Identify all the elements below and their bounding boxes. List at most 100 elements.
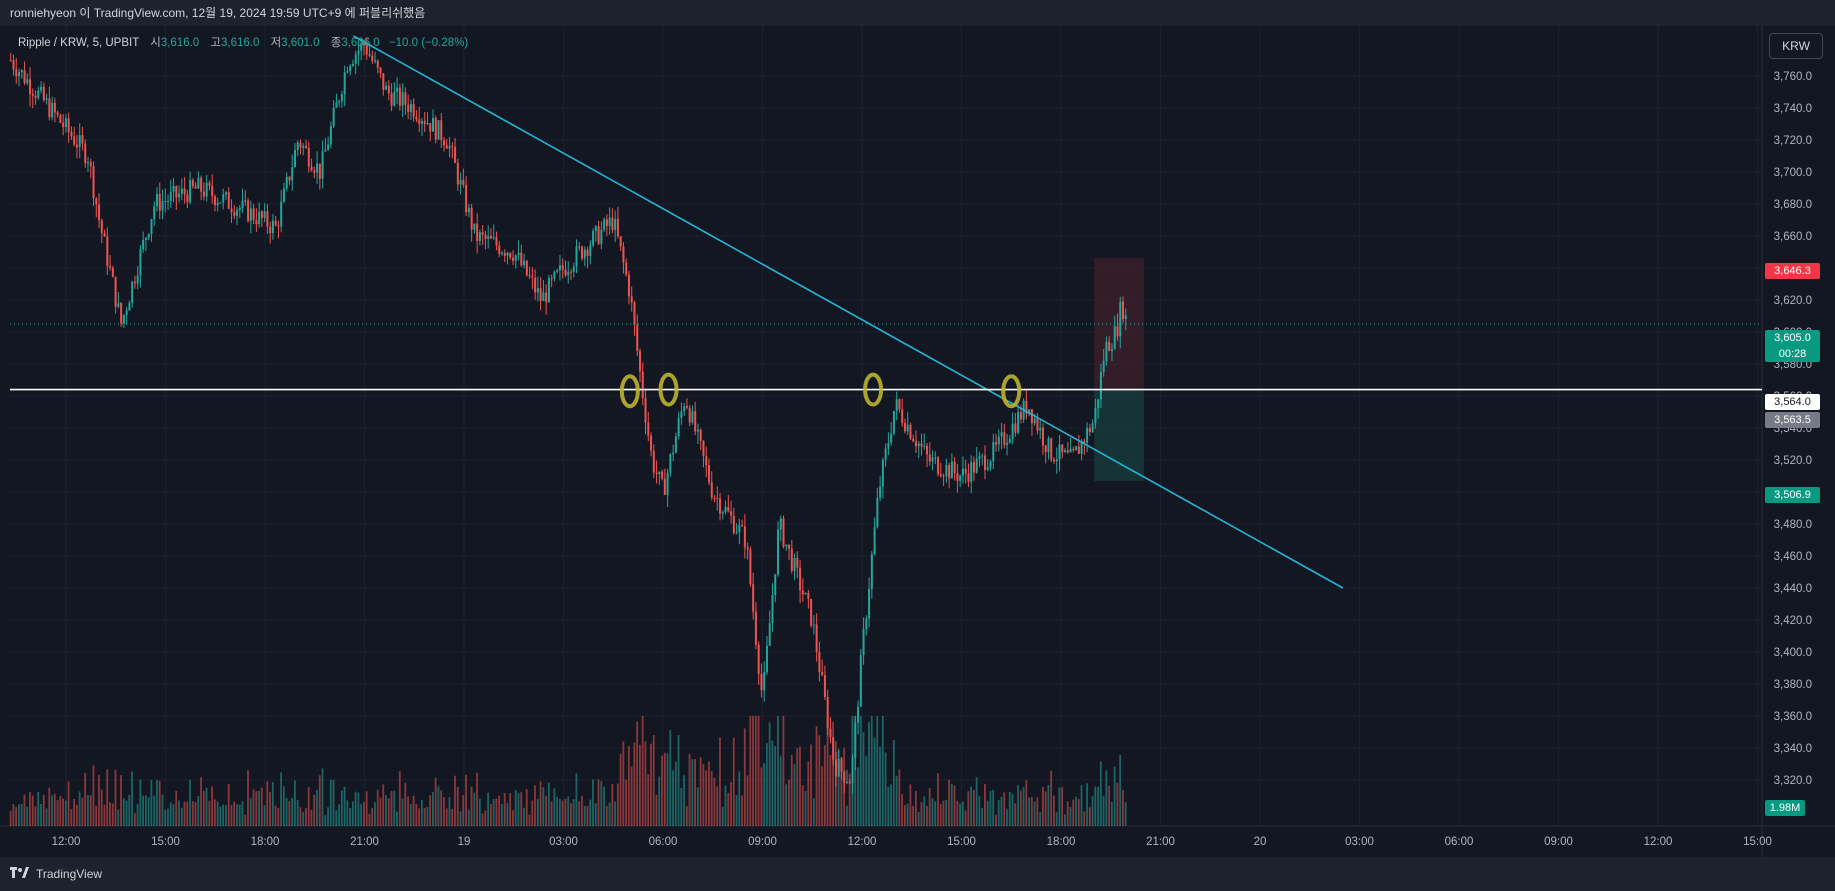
candle-body: [550, 278, 553, 280]
volume-bar: [437, 786, 440, 826]
candle-body: [680, 411, 683, 419]
volume-bar: [233, 801, 236, 826]
candle-body: [158, 193, 161, 211]
volume-bar: [741, 795, 743, 826]
volume-bar: [970, 786, 973, 826]
candle-body: [183, 188, 186, 195]
candle-body: [202, 191, 205, 197]
candle-body: [1116, 326, 1119, 337]
symbol-name[interactable]: Ripple / KRW, 5, UPBIT: [18, 37, 140, 49]
candle-body: [462, 180, 465, 185]
candle-body: [249, 208, 252, 222]
candle-body: [972, 462, 975, 473]
volume-bar: [100, 789, 103, 826]
candle-body: [663, 478, 666, 495]
candle-body: [967, 473, 970, 482]
price-chart[interactable]: 3,760.0 3,740.0 3,720.0 3,700.0 3,680.0 3,660…: [0, 26, 1835, 857]
currency-button[interactable]: KRW: [1769, 33, 1823, 59]
volume-bar: [1047, 785, 1050, 826]
volume-bar: [23, 794, 26, 826]
volume-bar: [456, 786, 459, 826]
candle-body: [644, 398, 647, 423]
volume-bar: [735, 795, 738, 826]
candle-body: [768, 623, 771, 646]
volume-bar: [826, 716, 829, 826]
volume-bar: [12, 804, 15, 826]
volume-bar: [1033, 801, 1036, 826]
candle-body: [451, 146, 454, 148]
volume-bar: [153, 795, 156, 826]
candle-body: [484, 234, 487, 239]
price-tick-label: 3,680.0: [1774, 199, 1812, 211]
volume-bar: [379, 797, 382, 826]
candle-body: [75, 144, 78, 148]
candle-body: [332, 107, 335, 127]
candle-body: [434, 117, 437, 140]
candle-body: [1019, 412, 1022, 420]
candle-body: [266, 211, 269, 227]
drawings[interactable]: [10, 35, 1762, 589]
candle-body: [702, 440, 705, 456]
price-tick-label: 3,480.0: [1774, 519, 1812, 531]
volume-bar: [848, 773, 851, 826]
volume-bar: [754, 716, 757, 826]
price-tick-label: 3,380.0: [1774, 679, 1812, 691]
candle-body: [167, 200, 170, 202]
candle-body: [774, 574, 777, 595]
volume-bar: [619, 753, 622, 826]
volume-bar: [294, 780, 296, 826]
candle-body: [934, 457, 937, 459]
candle-body: [288, 176, 291, 181]
candle-body: [1041, 427, 1044, 446]
candle-body: [763, 672, 766, 691]
time-axis[interactable]: 12:00 15:00 18:00 21:00 19 03:00 06:00 09:00 12:…: [52, 836, 1772, 848]
volume-tag: 1.98M: [1765, 800, 1805, 816]
volume-bar: [205, 787, 208, 826]
candle-body: [18, 72, 21, 77]
candle-body: [652, 450, 655, 473]
candle-body: [732, 515, 735, 534]
volume-bar: [581, 796, 583, 826]
candle-body: [556, 270, 559, 272]
price-tick-label: 3,520.0: [1774, 455, 1812, 467]
candle-body: [385, 85, 388, 90]
volume-bar: [721, 806, 724, 826]
volume-bar: [271, 781, 274, 826]
candle-body: [277, 225, 280, 227]
volume-bar: [396, 811, 398, 826]
candle-body: [487, 235, 490, 239]
candle-body: [931, 457, 934, 462]
tradingview-logo-icon[interactable]: [10, 866, 30, 882]
candle-body: [501, 252, 504, 254]
candle-body: [895, 399, 898, 412]
candle-body: [661, 471, 664, 479]
candle-body: [735, 531, 738, 534]
volume-bar: [432, 792, 434, 826]
candle-body: [489, 235, 492, 239]
volume-bar: [953, 785, 956, 826]
volume-bar: [536, 799, 539, 826]
price-tick-label: 3,700.0: [1774, 167, 1812, 179]
candle-body: [260, 211, 263, 218]
candle-body: [1028, 409, 1031, 414]
volume-bar: [655, 794, 658, 826]
candle-body: [346, 71, 349, 73]
candle-body: [1006, 442, 1009, 445]
volume-bar: [975, 777, 978, 826]
volume-bar: [385, 795, 387, 826]
candle-body: [846, 781, 849, 783]
volume-bar: [586, 805, 589, 826]
brand-name[interactable]: TradingView: [36, 867, 103, 881]
volume-bar: [343, 786, 346, 826]
volume-bar: [956, 800, 959, 826]
volume-bar: [1066, 801, 1069, 826]
volume-bar: [912, 805, 915, 826]
candle-body: [258, 211, 261, 225]
price-axis[interactable]: 3,760.0 3,740.0 3,720.0 3,700.0 3,680.0 3,660…: [1774, 71, 1812, 787]
candle-body: [592, 231, 595, 246]
candle-body: [236, 209, 239, 216]
candle-body: [20, 70, 23, 73]
volume-bar: [1083, 811, 1086, 826]
candle-body: [418, 119, 421, 124]
candle-body: [1033, 418, 1036, 424]
